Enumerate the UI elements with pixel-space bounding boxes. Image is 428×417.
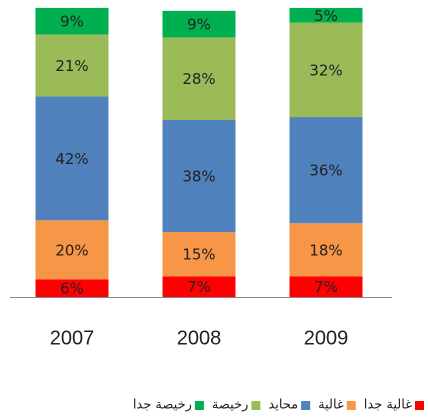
data-label: 42% (55, 150, 88, 168)
data-label: 20% (55, 241, 88, 259)
bar-segment (289, 276, 363, 297)
legend-swatch (415, 401, 424, 410)
data-label: 9% (60, 13, 84, 31)
data-label: 18% (309, 241, 342, 259)
data-label: 7% (187, 278, 211, 296)
legend-label: محايد (268, 398, 298, 413)
legend-label: رخيصة جدا (133, 398, 192, 413)
data-label: 5% (314, 7, 338, 25)
bar-segment (289, 223, 363, 277)
bar-segment (289, 22, 363, 118)
legend-label: غالية (318, 398, 344, 413)
bar-segment (35, 279, 109, 297)
bar-segment (162, 37, 236, 120)
data-label: 7% (314, 278, 338, 296)
bar-segment (35, 96, 109, 221)
data-label: 36% (309, 162, 342, 180)
bar-segment (289, 7, 363, 23)
data-label: 38% (182, 168, 215, 186)
x-tick-label: 2007 (50, 327, 95, 349)
data-label: 32% (309, 61, 342, 79)
bar-segment (162, 10, 236, 38)
bar-segment (289, 117, 363, 224)
bar-segment (162, 232, 236, 277)
data-label: 6% (60, 280, 84, 298)
bar-segment (162, 276, 236, 297)
data-label: 28% (182, 70, 215, 88)
legend-swatch (301, 401, 311, 410)
bar-segment (35, 220, 109, 280)
legend-label: رخيصة (212, 398, 248, 413)
data-label: 21% (55, 57, 88, 75)
bar-segment (35, 34, 109, 97)
bar-segment (35, 7, 109, 35)
legend-swatch (194, 401, 204, 410)
legend-swatch (251, 401, 261, 410)
legend-label: غالية جدا (364, 398, 412, 413)
legend-swatch (346, 401, 356, 410)
x-tick-label: 2008 (177, 327, 222, 349)
x-tick-label: 2009 (304, 327, 349, 349)
bar-segment (162, 120, 236, 233)
data-label: 15% (182, 246, 215, 264)
data-label: 9% (187, 16, 211, 34)
